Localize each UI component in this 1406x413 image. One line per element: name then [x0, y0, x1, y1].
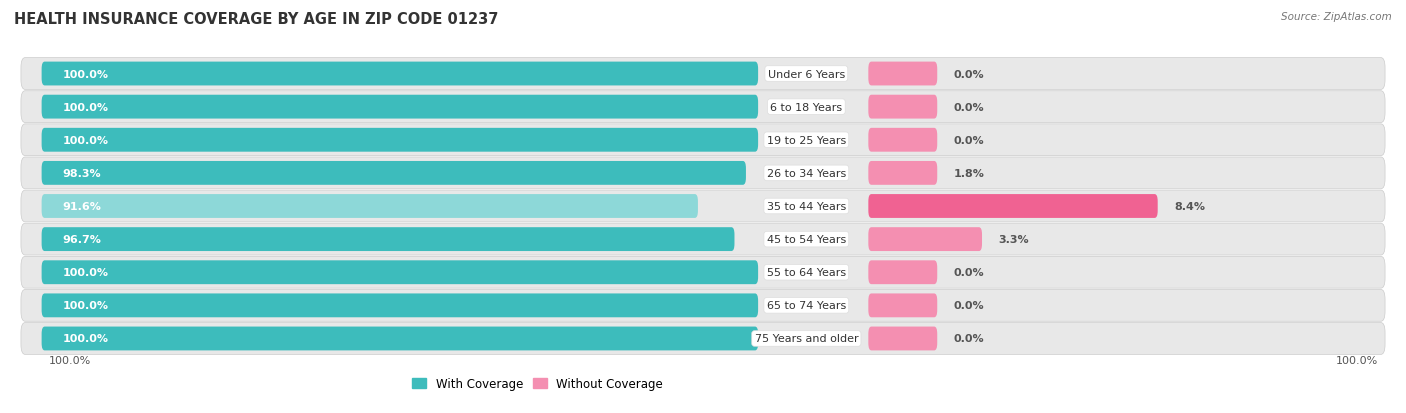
Text: 100.0%: 100.0% — [48, 355, 91, 365]
Text: 98.3%: 98.3% — [62, 169, 101, 178]
Text: 35 to 44 Years: 35 to 44 Years — [766, 202, 846, 211]
FancyBboxPatch shape — [42, 228, 734, 252]
Text: 100.0%: 100.0% — [62, 334, 108, 344]
Text: 1.8%: 1.8% — [953, 169, 984, 178]
FancyBboxPatch shape — [869, 128, 938, 152]
Text: 65 to 74 Years: 65 to 74 Years — [766, 301, 846, 311]
Text: 100.0%: 100.0% — [62, 69, 108, 79]
Text: 55 to 64 Years: 55 to 64 Years — [766, 268, 846, 278]
FancyBboxPatch shape — [42, 261, 758, 285]
FancyBboxPatch shape — [21, 323, 1385, 354]
Text: 8.4%: 8.4% — [1174, 202, 1205, 211]
FancyBboxPatch shape — [21, 224, 1385, 255]
Text: 100.0%: 100.0% — [1336, 355, 1378, 365]
FancyBboxPatch shape — [42, 294, 758, 318]
FancyBboxPatch shape — [869, 261, 938, 285]
Text: 19 to 25 Years: 19 to 25 Years — [766, 135, 846, 145]
Text: 100.0%: 100.0% — [62, 268, 108, 278]
FancyBboxPatch shape — [21, 158, 1385, 189]
Text: 0.0%: 0.0% — [953, 301, 984, 311]
Text: 75 Years and older: 75 Years and older — [755, 334, 858, 344]
Text: 0.0%: 0.0% — [953, 268, 984, 278]
FancyBboxPatch shape — [42, 128, 758, 152]
FancyBboxPatch shape — [42, 195, 697, 218]
Text: 26 to 34 Years: 26 to 34 Years — [766, 169, 846, 178]
FancyBboxPatch shape — [42, 62, 758, 86]
FancyBboxPatch shape — [869, 327, 938, 351]
FancyBboxPatch shape — [21, 257, 1385, 288]
FancyBboxPatch shape — [21, 125, 1385, 156]
Text: 0.0%: 0.0% — [953, 334, 984, 344]
FancyBboxPatch shape — [42, 327, 758, 351]
FancyBboxPatch shape — [42, 95, 758, 119]
Text: 45 to 54 Years: 45 to 54 Years — [766, 235, 846, 244]
FancyBboxPatch shape — [869, 228, 981, 252]
FancyBboxPatch shape — [869, 95, 938, 119]
FancyBboxPatch shape — [21, 92, 1385, 123]
FancyBboxPatch shape — [869, 62, 938, 86]
Legend: With Coverage, Without Coverage: With Coverage, Without Coverage — [408, 373, 668, 395]
FancyBboxPatch shape — [42, 161, 747, 185]
FancyBboxPatch shape — [869, 161, 938, 185]
Text: Source: ZipAtlas.com: Source: ZipAtlas.com — [1281, 12, 1392, 22]
Text: 0.0%: 0.0% — [953, 102, 984, 112]
Text: HEALTH INSURANCE COVERAGE BY AGE IN ZIP CODE 01237: HEALTH INSURANCE COVERAGE BY AGE IN ZIP … — [14, 12, 499, 27]
Text: 3.3%: 3.3% — [998, 235, 1029, 244]
Text: 0.0%: 0.0% — [953, 69, 984, 79]
Text: 100.0%: 100.0% — [62, 135, 108, 145]
FancyBboxPatch shape — [869, 294, 938, 318]
Text: 100.0%: 100.0% — [62, 102, 108, 112]
FancyBboxPatch shape — [21, 290, 1385, 321]
Text: 91.6%: 91.6% — [62, 202, 101, 211]
Text: 6 to 18 Years: 6 to 18 Years — [770, 102, 842, 112]
FancyBboxPatch shape — [21, 59, 1385, 90]
Text: 96.7%: 96.7% — [62, 235, 101, 244]
Text: Under 6 Years: Under 6 Years — [768, 69, 845, 79]
FancyBboxPatch shape — [869, 195, 1157, 218]
Text: 100.0%: 100.0% — [62, 301, 108, 311]
Text: 0.0%: 0.0% — [953, 135, 984, 145]
FancyBboxPatch shape — [21, 191, 1385, 222]
